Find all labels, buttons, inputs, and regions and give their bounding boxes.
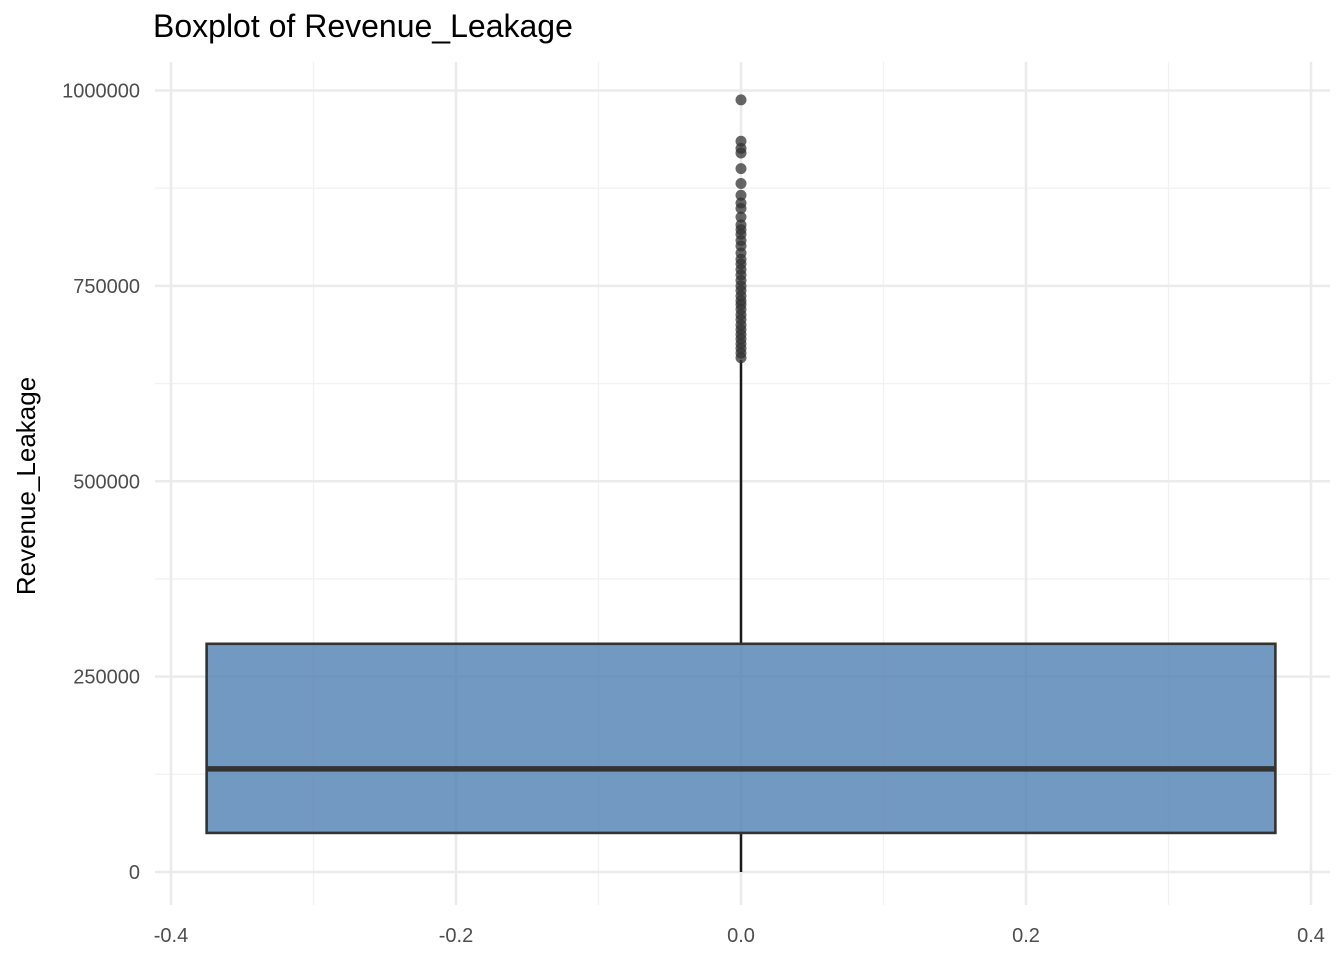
iqr-box: [205, 642, 1277, 835]
chart-title: Boxplot of Revenue_Leakage: [153, 8, 573, 44]
outlier-point: [735, 203, 747, 215]
outlier-point: [735, 163, 747, 175]
x-tick-label: 0.0: [727, 925, 755, 947]
outlier-point: [735, 352, 747, 364]
outlier-layer: [735, 94, 747, 364]
y-tick-label: 0: [129, 862, 140, 884]
outlier-point: [735, 147, 747, 159]
outlier-point: [735, 94, 747, 106]
y-tick-label: 1000000: [62, 81, 140, 103]
x-tick-label: 0.4: [1297, 925, 1325, 947]
x-tick-label: -0.4: [154, 925, 188, 947]
y-axis-title: Revenue_Leakage: [11, 377, 41, 595]
y-tick-label: 250000: [73, 667, 140, 689]
box-layer: [205, 360, 1277, 872]
x-tick-label: 0.2: [1012, 925, 1040, 947]
outlier-point: [735, 211, 747, 223]
outlier-point: [735, 189, 747, 201]
y-tick-label: 750000: [73, 276, 140, 298]
y-tick-label: 500000: [73, 471, 140, 493]
tick-labels: 0 250000 500000 750000 1000000 -0.4 -0.2 0.0 0.2…: [62, 81, 1325, 948]
x-tick-label: -0.2: [439, 925, 473, 947]
outlier-point: [735, 177, 747, 189]
